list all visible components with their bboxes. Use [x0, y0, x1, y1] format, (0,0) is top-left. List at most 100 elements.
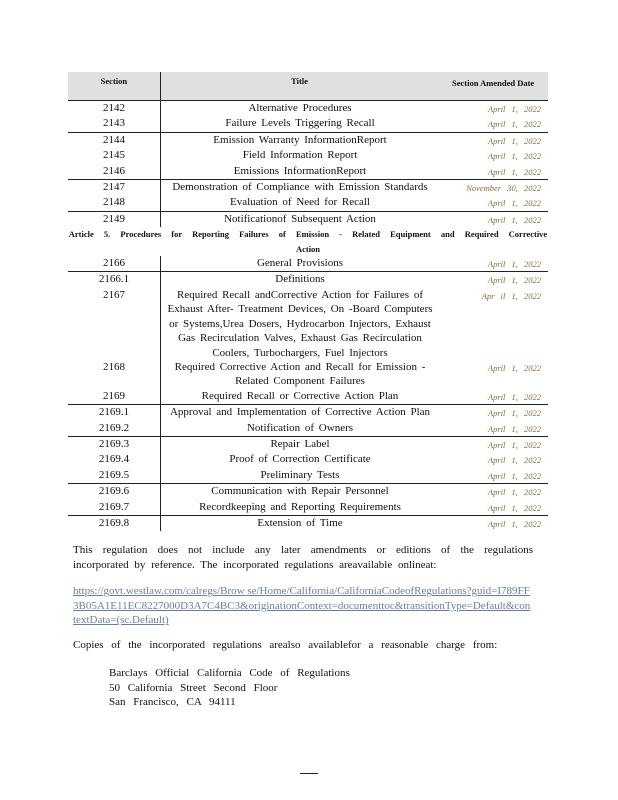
section-cell: 2169.2 — [68, 420, 161, 436]
table-row: 2142 Alternative Procedures April 1, 2022 — [68, 101, 548, 117]
table-row: 2169.2 Notification of Owners April 1, 202… — [68, 420, 548, 436]
title-cell: Communication with Repair Personnel — [211, 485, 389, 498]
section-cell: 2168 — [68, 359, 161, 389]
link-text[interactable]: https://govt.westlaw.com/calregs/Brow se… — [73, 585, 531, 627]
date-cell: April 1, 2022 — [487, 104, 541, 114]
table-header: Section Title Section Amended Date — [68, 72, 548, 100]
table-row: 2169.1 Approval and Implementation of Cor… — [68, 405, 548, 421]
title-cell: Repair Label — [270, 437, 330, 450]
table-row: 2169.3 Repair Label April 1, 2022 — [68, 436, 548, 453]
section-cell: 2144 — [68, 132, 161, 149]
page-number-line — [300, 773, 318, 774]
table-row: 2146 Emissions InformationReport April 1, … — [68, 163, 548, 180]
table-row: 2169.5 Preliminary Tests April 1, 2022 — [68, 467, 548, 484]
table-row: 2167 Required Recall andCorrective Action… — [68, 287, 548, 360]
title-cell: Demonstration of Compliance with Emissio… — [172, 181, 428, 194]
table-body: 2142 Alternative Procedures April 1, 2022 2… — [68, 100, 548, 532]
section-cell: 2149 — [68, 211, 161, 228]
section-cell: 2169.3 — [68, 436, 161, 453]
title-cell: Preliminary Tests — [260, 468, 340, 481]
date-cell: April 1, 2022 — [487, 502, 541, 513]
paragraph-availability: This regulation does not include any lat… — [73, 544, 533, 571]
table-row: 2148 Evaluation of Need for Recall April 1… — [68, 195, 548, 211]
date-cell: April 1, 2022 — [487, 408, 541, 419]
date-cell: April 1, 2022 — [487, 455, 541, 466]
title-cell: Extension of Time — [257, 516, 343, 529]
section-cell: 2143 — [68, 116, 161, 132]
row-group: 2142 Alternative Procedures April 1, 2022 2… — [68, 100, 548, 132]
title-cell: Notificationof Subsequent Action — [224, 212, 376, 225]
date-cell: November 30, 2022 — [466, 183, 541, 194]
title-cell: Required Recall andCorrective Action for… — [167, 288, 433, 359]
row-group: 2169.6 Communication with Repair Personne… — [68, 483, 548, 515]
date-cell: April 1, 2022 — [487, 439, 541, 450]
table-row: 2145 Field Information Report April 1, 202… — [68, 148, 548, 164]
header-title: Title — [291, 76, 308, 86]
address-line: 50 California Street Second Floor — [109, 681, 278, 694]
regulations-table: Section Title Section Amended Date 2142 A… — [68, 72, 548, 532]
date-cell: April 1, 2022 — [487, 487, 541, 498]
title-cell: Emissions InformationReport — [233, 164, 367, 177]
row-group: 2169.1 Approval and Implementation of Cor… — [68, 404, 548, 436]
title-cell: Required Recall or Corrective Action Pla… — [201, 389, 399, 402]
section-cell: 2169.6 — [68, 484, 161, 500]
table-row: 2169.4 Proof of Correction Certificate Apr… — [68, 452, 548, 468]
paragraph-copies: Copies of the incorporated regulations a… — [73, 638, 498, 651]
date-cell: April 1, 2022 — [487, 135, 541, 146]
section-cell: 2169.1 — [68, 405, 161, 421]
date-cell: April 1, 2022 — [487, 518, 541, 529]
article-heading: Article 5. Procedures for Reporting Fail… — [68, 229, 548, 254]
section-cell: 2142 — [68, 101, 161, 117]
table-row: 2166 General Provisions April 1, 2022 — [68, 256, 548, 272]
table-row: 2166.1 Definitions April 1, 2022 — [68, 272, 548, 288]
date-cell: April 1, 2022 — [487, 166, 541, 177]
date-cell: April 1, 2022 — [487, 214, 541, 225]
header-date: Section Amended Date — [452, 78, 535, 88]
title-cell: Evaluation of Need for Recall — [230, 196, 370, 209]
section-cell: 2145 — [68, 148, 161, 164]
header-section: Section — [68, 72, 161, 100]
title-cell: Definitions — [275, 273, 325, 286]
row-group: 2169.3 Repair Label April 1, 2022 2169.4 Pro… — [68, 435, 548, 484]
row-group: 2147 Demonstration of Compliance with Emi… — [68, 179, 548, 211]
date-cell: April 1, 2022 — [487, 119, 541, 130]
date-cell: April 1, 2022 — [487, 275, 541, 286]
table-row: 2168 Required Corrective Action and Recal… — [68, 359, 548, 389]
title-cell: Alternative Procedures — [248, 102, 352, 114]
table-row: 2143 Failure Levels Triggering Recall Apri… — [68, 116, 548, 132]
row-group: 2144 Emission Warranty InformationReport A… — [68, 131, 548, 180]
address-line: San Francisco, CA 94111 — [109, 696, 236, 709]
section-cell: 2166.1 — [68, 272, 161, 288]
table-row: 2169 Required Recall or Corrective Action… — [68, 388, 548, 405]
section-cell: 2147 — [68, 180, 161, 196]
row-group: 2166.1 Definitions April 1, 2022 2167 Requir… — [68, 271, 548, 405]
date-cell: April 1, 2022 — [487, 259, 541, 270]
date-cell: April 1, 2022 — [487, 423, 541, 434]
title-cell: Required Corrective Action and Recall fo… — [174, 360, 426, 388]
title-cell: Emission Warranty InformationReport — [213, 133, 387, 146]
table-row: 2169.8 Extension of Time April 1, 2022 — [68, 515, 548, 532]
date-cell: Apr il 1, 2022 — [481, 290, 541, 301]
table-row: 2147 Demonstration of Compliance with Emi… — [68, 180, 548, 196]
date-cell: April 1, 2022 — [487, 362, 541, 373]
address-block: Barclays Official California Code of Reg… — [109, 666, 548, 710]
section-cell: 2148 — [68, 195, 161, 211]
row-group: 2169.8 Extension of Time April 1, 2022 — [68, 514, 548, 532]
title-cell: Field Information Report — [242, 149, 358, 162]
title-cell: Failure Levels Triggering Recall — [225, 117, 375, 130]
section-cell: 2166 — [68, 256, 161, 272]
section-cell: 2167 — [68, 287, 161, 360]
date-cell: April 1, 2022 — [487, 198, 541, 209]
date-cell: April 1, 2022 — [487, 391, 541, 402]
date-cell: April 1, 2022 — [487, 151, 541, 162]
westlaw-link[interactable]: https://govt.westlaw.com/calregs/Brow se… — [73, 584, 533, 628]
address-line: Barclays Official California Code of Reg… — [109, 667, 350, 680]
row-group: 2149 Notificationof Subsequent Action Apri… — [68, 210, 548, 272]
section-cell: 2169 — [68, 388, 161, 405]
title-cell: Approval and Implementation of Correctiv… — [169, 406, 431, 419]
date-cell: April 1, 2022 — [487, 470, 541, 481]
title-cell: Notification of Owners — [246, 421, 354, 434]
table-row: 2169.6 Communication with Repair Personne… — [68, 484, 548, 500]
section-cell: 2169.4 — [68, 452, 161, 468]
section-cell: 2169.5 — [68, 467, 161, 484]
